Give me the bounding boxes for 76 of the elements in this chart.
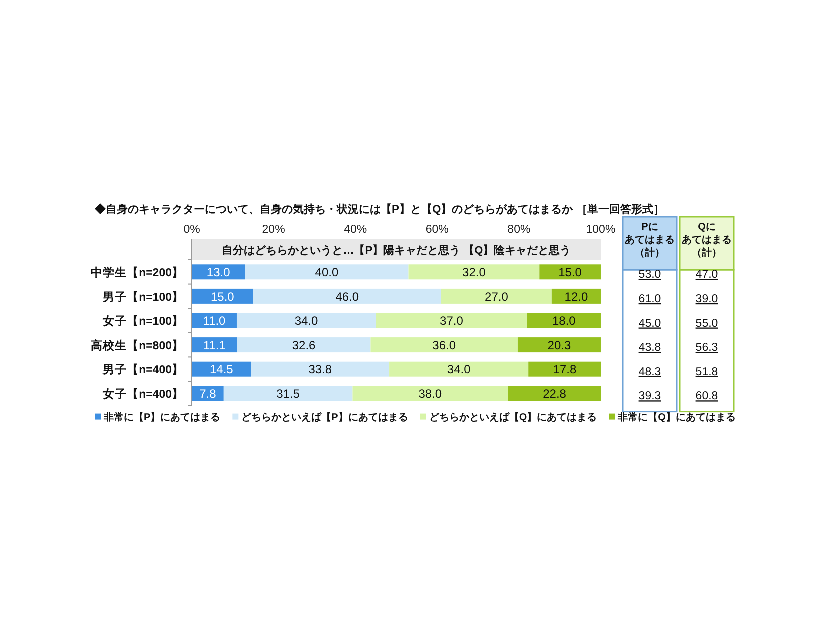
text: 51.8 (696, 366, 718, 378)
text: 47.0 (696, 269, 718, 282)
bar (540, 264, 601, 280)
data-label: 32.0 (462, 265, 486, 280)
bar (527, 313, 601, 328)
data-label: 11.0 (203, 314, 226, 328)
data-label: 33.8 (308, 362, 332, 377)
data-label: 20.3 (548, 338, 572, 352)
text: Qにあてはまる（計） (682, 222, 732, 259)
bar (528, 362, 602, 377)
y-tick-label: 女子【n=100】 (102, 314, 184, 328)
bar (390, 362, 529, 377)
x-tick-label: 0% (184, 224, 200, 236)
bar (192, 338, 238, 353)
text: 60.8 (696, 390, 718, 403)
y-tick-label: 男子【n=400】 (102, 362, 184, 377)
bar (237, 338, 371, 353)
data-label: 13.0 (206, 265, 231, 280)
data-label: 38.0 (418, 386, 442, 401)
bar (508, 386, 602, 402)
bar (253, 288, 442, 304)
y-tick-label: 高校生【n=800】 (91, 338, 184, 352)
text: 61.0 (638, 293, 662, 306)
bar (224, 386, 353, 402)
bar (236, 313, 376, 328)
bar (441, 288, 552, 304)
data-label: 17.8 (553, 362, 577, 377)
data-label: 34.0 (294, 314, 319, 328)
bar (245, 264, 409, 280)
chart-title: ◆自身のキャラクターについて、自身の気持ち・状況には【P】と【Q】のどちらがあてはまるか ［単一回答形式］ (95, 203, 664, 216)
y-tick-label: 男子【n=100】 (102, 290, 184, 304)
text: 56.3 (696, 342, 718, 354)
x-tick-label: 20% (262, 224, 286, 236)
x-tick-label: 60% (426, 224, 449, 236)
bar (192, 362, 252, 377)
text: 39.3 (638, 390, 662, 403)
legend-label: 非常に【P】にあてはまる (103, 411, 221, 424)
data-label: 7.8 (200, 386, 217, 401)
bar (376, 313, 528, 328)
text: 45.0 (638, 318, 662, 330)
data-label: 32.6 (292, 338, 316, 352)
data-label: 14.5 (210, 362, 234, 377)
bar (408, 264, 540, 280)
data-label: 40.0 (315, 265, 339, 280)
legend-label: 非常に【Q】にあてはまる (617, 411, 736, 424)
data-label: 22.8 (543, 386, 567, 401)
text: 55.0 (696, 318, 718, 330)
y-tick-label: 女子【n=400】 (102, 386, 184, 401)
x-tick-label: 40% (344, 224, 368, 236)
legend-label: どちらかといえば【Q】にあてはまる (429, 411, 598, 424)
data-label: 15.0 (558, 265, 582, 280)
text: Pにあてはまる（計） (625, 222, 675, 259)
chart-subtitle: 自分はどちらかというと…【P】陽キャだと思う 【Q】陰キャだと思う (222, 244, 572, 257)
data-label: 31.5 (276, 386, 300, 401)
data-label: 46.0 (336, 290, 360, 304)
text: 39.0 (696, 293, 718, 306)
bar (518, 338, 601, 353)
data-label: 12.0 (564, 290, 588, 304)
y-tick-label: 中学生【n=200】 (91, 265, 184, 280)
text: 48.3 (638, 366, 662, 378)
data-label: 34.0 (447, 362, 472, 377)
x-tick-label: 100% (586, 224, 616, 236)
data-label: 18.0 (552, 314, 576, 328)
text: 53.0 (638, 269, 662, 282)
legend-label: どちらかといえば【P】にあてはまる (242, 411, 408, 424)
text: 43.8 (638, 342, 662, 354)
bar (192, 288, 254, 304)
bar (352, 386, 508, 402)
bar (370, 338, 518, 353)
bar (251, 362, 390, 377)
data-label: 27.0 (485, 290, 509, 304)
x-tick-label: 80% (508, 224, 531, 236)
data-label: 36.0 (432, 338, 456, 352)
data-label: 11.1 (203, 338, 226, 352)
data-label: 37.0 (440, 314, 464, 328)
data-label: 15.0 (210, 290, 235, 304)
